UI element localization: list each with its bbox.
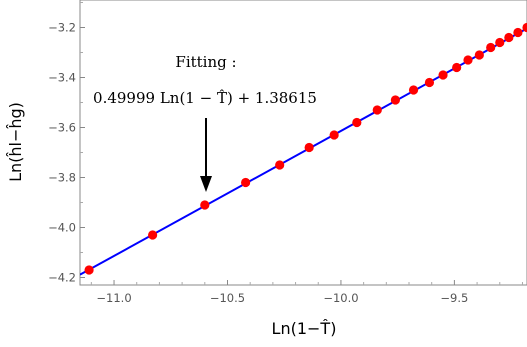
data-point (372, 105, 382, 115)
data-point (463, 55, 473, 65)
plot-frame (79, 0, 527, 286)
y-axis-ticks: −4.2 −4.0 −3.8 −3.6 −3.4 −3.2 (48, 2, 85, 285)
x-tick-label: −10.5 (210, 291, 245, 305)
data-point (352, 117, 362, 128)
data-point (390, 95, 400, 105)
data-point (329, 130, 339, 140)
y-tick-label: −4.0 (48, 221, 76, 235)
data-point (474, 50, 484, 60)
data-point (495, 37, 505, 48)
data-point (148, 230, 158, 240)
data-point (452, 62, 462, 73)
data-point (241, 177, 251, 188)
data-point (408, 85, 419, 95)
y-tick-label: −3.6 (48, 121, 76, 135)
data-points (84, 22, 527, 275)
data-point (84, 265, 94, 275)
y-tick-label: −3.8 (48, 171, 76, 185)
x-axis-label: Ln(1−T̂) (272, 319, 337, 338)
data-point (438, 70, 448, 80)
data-point (275, 160, 285, 170)
x-axis-ticks: −11.0 −10.5 −10.0 −9.5 (90, 280, 523, 305)
y-tick-label: −4.2 (48, 271, 76, 285)
x-tick-label: −10.0 (323, 291, 358, 305)
y-tick-label: −3.2 (48, 21, 76, 35)
x-tick-label: −9.5 (440, 291, 468, 305)
annotation-title: Fitting : (175, 53, 236, 71)
x-tick-label: −11.0 (96, 291, 131, 305)
data-point (424, 77, 435, 88)
y-tick-label: −3.4 (48, 71, 76, 85)
annotation-formula: 0.49999 Ln(1 − T̂) + 1.38615 (93, 89, 317, 107)
data-point (513, 27, 523, 38)
data-point (486, 42, 496, 53)
annotation-arrowhead (200, 176, 212, 192)
data-point (522, 22, 527, 33)
data-point (200, 200, 210, 210)
data-point (504, 32, 514, 43)
data-point (304, 142, 314, 153)
y-axis-label: Ln(ĥl−ĥg) (6, 102, 25, 182)
